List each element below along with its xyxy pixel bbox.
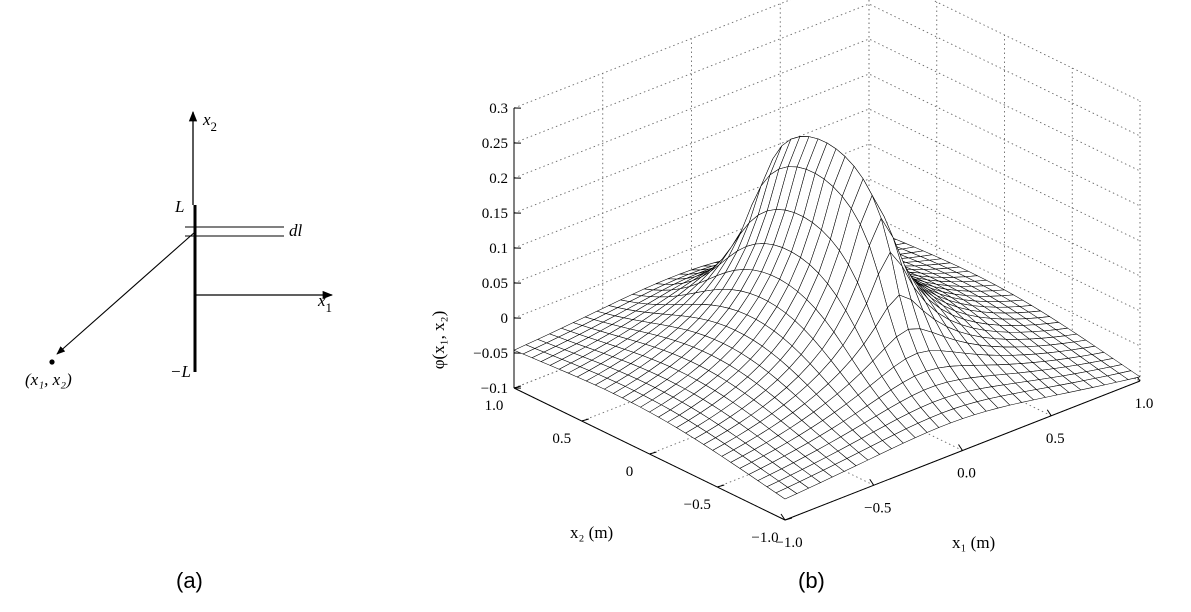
z-gridline xyxy=(513,108,1141,249)
x1-axis-label: x1 xyxy=(317,291,332,315)
z-tick-label: 0.25 xyxy=(482,136,508,152)
axis-frame xyxy=(513,107,1141,521)
surface-cell xyxy=(775,487,798,500)
z-tick-label: 0.2 xyxy=(489,171,508,187)
x2-tick-mark xyxy=(717,484,725,488)
z-gridline xyxy=(513,143,1141,284)
field-point-label: (x₁, x₂) xyxy=(25,370,72,389)
x2-axis-label: x2 xyxy=(202,110,217,134)
x1-tick-label: −1.0 xyxy=(775,535,802,551)
z-tick-label: 0.1 xyxy=(489,241,508,257)
x2-tick-mark xyxy=(649,451,657,455)
x2-tick-label: 1.0 xyxy=(485,398,504,414)
z-gridline xyxy=(513,38,1141,179)
field-point-dot xyxy=(49,359,55,365)
x1-tick-label: 1.0 xyxy=(1135,396,1154,412)
z-tick-label: 0.15 xyxy=(482,206,508,222)
x1-tick-mark xyxy=(958,444,963,451)
panel-b-surface-plot: 0.3 0.25 0.2 0.15 0.1 0.05 0 −0.05 −0.1 −1.0 −0.5 0… xyxy=(429,0,1153,593)
z-tick-label: −0.1 xyxy=(481,381,508,397)
x1-tick-mark xyxy=(780,513,786,521)
z-tick-label: 0 xyxy=(501,311,509,327)
label-L: L xyxy=(174,197,184,216)
z-tick-label: 0.3 xyxy=(489,101,508,117)
label-dl: dl xyxy=(289,221,303,240)
distance-vector xyxy=(56,231,196,355)
x1-axis-label-b: x₁ (m) xyxy=(952,533,995,552)
surface-mesh xyxy=(513,136,1141,500)
x1-tick-label: 0.5 xyxy=(1046,431,1065,447)
x2-axis-label-b: x₂ (m) xyxy=(570,523,613,542)
x1-tick-mark xyxy=(869,478,875,486)
panel-a-diagram: x2 x1 L −L dl (x₁, x₂) (a) xyxy=(25,110,334,593)
x2-tick-label: 0.5 xyxy=(552,431,571,447)
z-gridline xyxy=(513,73,1141,214)
x1-tick-mark xyxy=(1046,409,1052,417)
z-tick-label: 0.05 xyxy=(482,276,508,292)
tick-labels: 0.3 0.25 0.2 0.15 0.1 0.05 0 −0.05 −0.1 −1.0 −0.5 0… xyxy=(473,101,1153,551)
x1-tick-label: 0.0 xyxy=(957,466,976,482)
x1-tick-label: −0.5 xyxy=(864,500,891,516)
z-gridline xyxy=(513,3,1141,144)
x2-tick-mark xyxy=(581,418,589,422)
z-gridline xyxy=(513,178,1141,319)
x2-tick-label: −1.0 xyxy=(751,530,778,546)
x2-tick-label: −0.5 xyxy=(684,497,711,513)
z-gridline xyxy=(513,0,1141,109)
z-axis-label: φ(x₁, x₂) xyxy=(429,311,448,370)
z-tick-label: −0.05 xyxy=(473,346,508,362)
panel-b-caption: (b) xyxy=(798,568,825,593)
panel-a-caption: (a) xyxy=(176,568,203,593)
x2-tick-label: 0 xyxy=(626,464,634,480)
x2-tick-mark xyxy=(513,385,522,389)
label-minus-L: −L xyxy=(170,362,191,381)
x2-tick-mark xyxy=(784,517,793,521)
